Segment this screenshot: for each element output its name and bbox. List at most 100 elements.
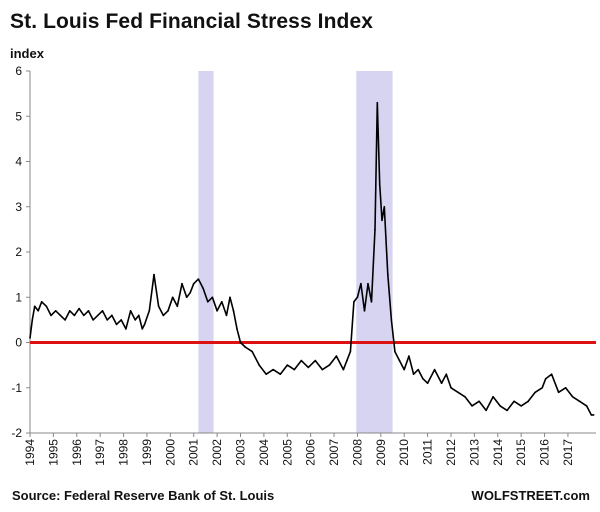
data-point bbox=[383, 205, 386, 208]
data-point bbox=[134, 319, 137, 321]
y-tick-label: 2 bbox=[15, 245, 22, 259]
data-point bbox=[328, 364, 331, 366]
data-point bbox=[171, 296, 174, 299]
data-point bbox=[412, 373, 415, 375]
data-point bbox=[197, 278, 200, 280]
x-tick-label: 2001 bbox=[187, 439, 201, 466]
data-point bbox=[342, 368, 345, 371]
data-point bbox=[376, 101, 379, 104]
data-point bbox=[185, 296, 188, 299]
data-point bbox=[478, 400, 480, 403]
data-point bbox=[422, 377, 424, 380]
x-tick-label: 2003 bbox=[233, 439, 247, 466]
data-point bbox=[272, 368, 275, 371]
data-point bbox=[445, 373, 448, 375]
data-point bbox=[45, 305, 48, 308]
data-point bbox=[408, 355, 410, 357]
y-ticks: 6 5 4 3 2 1 0 -1 -2 bbox=[11, 64, 30, 440]
data-point bbox=[381, 219, 383, 222]
data-point bbox=[307, 366, 310, 369]
data-point bbox=[550, 373, 553, 375]
data-point bbox=[571, 396, 574, 398]
data-point bbox=[181, 282, 183, 285]
x-ticks: 1994 1995 1996 1997 1998 1999 2000 2001 2002 2003… bbox=[23, 433, 575, 466]
x-tick-label: 2012 bbox=[444, 439, 458, 466]
data-point bbox=[293, 368, 296, 371]
data-point bbox=[527, 400, 529, 403]
data-point bbox=[394, 350, 396, 353]
data-point bbox=[426, 382, 429, 385]
data-point bbox=[485, 409, 487, 412]
x-tick-label: 1994 bbox=[23, 439, 37, 466]
data-point bbox=[564, 386, 567, 389]
data-point bbox=[239, 341, 242, 344]
data-point bbox=[417, 368, 420, 371]
source-note: Source: Federal Reserve Bank of St. Loui… bbox=[12, 488, 275, 503]
data-point bbox=[363, 310, 366, 312]
data-point bbox=[356, 296, 359, 299]
data-point bbox=[440, 382, 443, 385]
data-point bbox=[335, 355, 338, 357]
recession-band-0 bbox=[198, 71, 214, 433]
data-point bbox=[557, 391, 560, 394]
x-tick-label: 2004 bbox=[257, 439, 271, 466]
y-tick-label: -2 bbox=[11, 426, 22, 440]
data-point bbox=[229, 296, 231, 299]
x-tick-label: 2002 bbox=[210, 439, 224, 466]
data-point bbox=[59, 314, 62, 317]
data-point bbox=[590, 414, 593, 416]
data-point bbox=[360, 282, 362, 285]
data-point bbox=[111, 314, 113, 317]
data-point bbox=[31, 319, 34, 321]
data-point bbox=[464, 396, 466, 398]
data-point bbox=[232, 310, 235, 312]
data-point bbox=[192, 282, 195, 285]
data-point bbox=[349, 350, 352, 353]
data-point bbox=[398, 359, 401, 362]
data-point bbox=[457, 391, 459, 394]
data-point bbox=[73, 314, 76, 317]
x-tick-label: 1995 bbox=[46, 439, 60, 466]
data-point bbox=[300, 359, 303, 362]
data-point bbox=[346, 359, 348, 362]
data-point bbox=[265, 373, 268, 375]
series-line-stress-index bbox=[29, 101, 594, 416]
data-point bbox=[64, 319, 66, 321]
data-point bbox=[236, 328, 238, 330]
data-point bbox=[40, 300, 43, 303]
data-point bbox=[499, 405, 501, 407]
data-point bbox=[54, 310, 57, 312]
data-point bbox=[82, 314, 85, 317]
data-point bbox=[29, 337, 31, 339]
data-point bbox=[585, 405, 588, 407]
data-point bbox=[125, 328, 127, 330]
data-point bbox=[37, 310, 39, 312]
data-point bbox=[403, 368, 406, 371]
y-tick-label: 3 bbox=[15, 200, 22, 214]
x-tick-label: 2006 bbox=[304, 439, 318, 466]
data-point bbox=[167, 310, 169, 312]
data-point bbox=[592, 414, 595, 416]
data-point bbox=[143, 323, 146, 326]
x-tick-label: 2005 bbox=[280, 439, 294, 466]
data-point bbox=[176, 305, 179, 308]
y-tick-label: 5 bbox=[15, 109, 22, 123]
data-point bbox=[216, 310, 218, 312]
data-point bbox=[220, 300, 223, 303]
data-point bbox=[189, 291, 192, 294]
data-point bbox=[115, 323, 118, 326]
data-point bbox=[450, 386, 452, 389]
data-point bbox=[520, 405, 522, 407]
data-point bbox=[33, 305, 36, 308]
data-point bbox=[279, 373, 282, 375]
data-point bbox=[87, 310, 90, 312]
data-point bbox=[378, 183, 381, 185]
y-tick-label: 1 bbox=[15, 290, 22, 304]
data-point bbox=[141, 328, 144, 330]
data-point bbox=[367, 282, 369, 285]
data-point bbox=[206, 300, 209, 303]
data-point bbox=[492, 396, 494, 398]
x-tick-label: 2010 bbox=[397, 439, 411, 466]
data-point bbox=[390, 319, 393, 321]
data-point bbox=[544, 377, 547, 380]
